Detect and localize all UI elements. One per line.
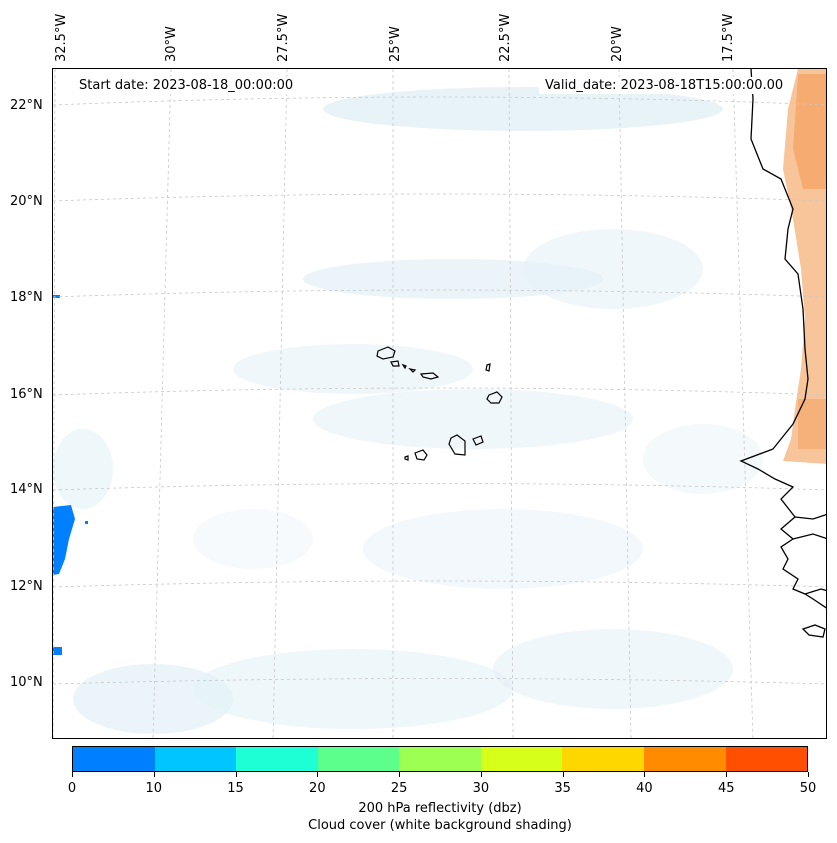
colorbar [72, 746, 808, 772]
colorbar-segment [154, 747, 237, 771]
colorbar-tick-label: 20 [309, 781, 326, 796]
colorbar-tick-label: 15 [227, 781, 244, 796]
colorbar-tick-label: 35 [554, 781, 571, 796]
start-date-label: Start date: 2023-08-18_00:00:00 [73, 77, 300, 94]
longitude-label: 17.5°W [721, 13, 736, 62]
longitude-label: 20°W [610, 26, 625, 62]
colorbar-tick [153, 772, 155, 777]
colorbar-tick [72, 772, 73, 777]
colorbar-segment [562, 747, 644, 771]
colorbar-tick [317, 772, 319, 777]
colorbar-segment [480, 747, 563, 771]
cloud-cover-shading [53, 87, 763, 734]
colorbar-tick-label: 30 [472, 781, 490, 796]
longitude-label: 27.5°W [276, 13, 291, 62]
colorbar-tick-label: 10 [145, 781, 163, 796]
colorbar-tick [235, 772, 237, 777]
colorbar-segment [643, 747, 726, 771]
colorbar-tick [644, 772, 646, 777]
latitude-label: 16°N [10, 387, 43, 402]
colorbar-tick [562, 772, 564, 777]
colorbar-tick-label: 50 [799, 781, 817, 796]
colorbar-tick [480, 772, 482, 777]
colorbar-tick [399, 772, 401, 777]
latitude-label: 14°N [10, 482, 43, 497]
map-canvas [53, 69, 826, 738]
colorbar-segment [725, 747, 808, 771]
latitude-label: 10°N [10, 675, 43, 690]
colorbar-segment [236, 747, 318, 771]
colorbar-tick-label: 0 [67, 781, 77, 796]
graticule [53, 69, 826, 738]
coastline [739, 69, 826, 638]
latitude-label: 20°N [10, 194, 43, 209]
colorbar-tick [726, 772, 728, 777]
latitude-label: 18°N [10, 290, 43, 305]
colorbar-sublabel: Cloud cover (white background shading) [308, 818, 572, 833]
colorbar-tick-label: 45 [717, 781, 735, 796]
longitude-label: 22.5°W [498, 13, 513, 62]
colorbar-tick [808, 772, 809, 777]
colorbar-label: 200 hPa reflectivity (dbz) [358, 801, 522, 816]
colorbar-segment [73, 747, 155, 771]
colorbar-segment [317, 747, 400, 771]
colorbar-segment [399, 747, 481, 771]
map-panel[interactable] [52, 68, 827, 739]
longitude-label: 30°W [164, 26, 179, 62]
latitude-label: 12°N [10, 579, 43, 594]
longitude-label: 25°W [388, 26, 403, 62]
colorbar-tick-label: 40 [636, 781, 653, 796]
cape-verde-islands [376, 346, 503, 461]
valid-date-label: Valid_date: 2023-08-18T15:00:00.00 [539, 77, 790, 94]
latitude-label: 22°N [10, 98, 43, 113]
colorbar-tick-label: 25 [390, 781, 408, 796]
longitude-label: 32.5°W [54, 13, 69, 62]
reflectivity-patches [53, 295, 88, 655]
